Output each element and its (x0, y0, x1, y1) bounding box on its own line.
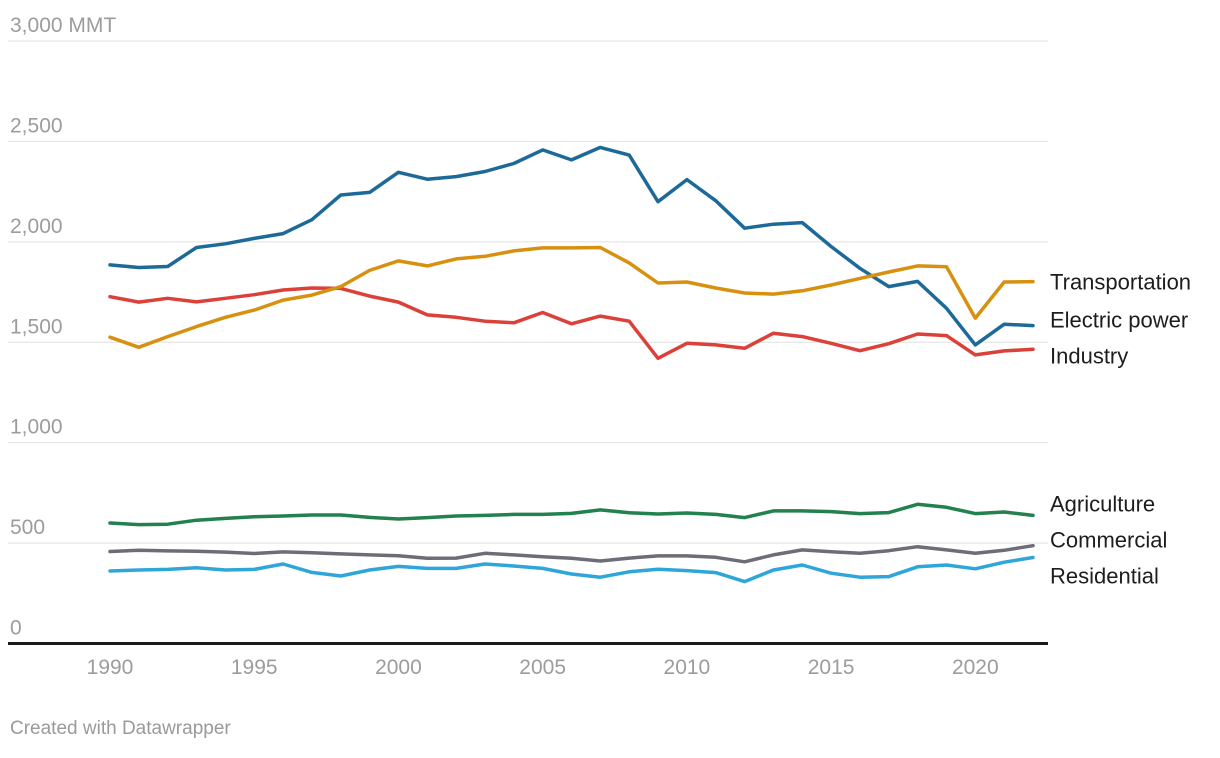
y-tick-label-2500: 2,500 (10, 114, 63, 137)
series-line-industry[interactable] (108, 286, 1035, 361)
x-tick-label-2020: 2020 (952, 656, 999, 679)
series-line-transportation[interactable] (108, 245, 1035, 350)
y-tick-label-1000: 1,000 (10, 416, 63, 439)
series-label-transportation: Transportation (1050, 270, 1191, 295)
y-tick-label-500: 500 (10, 516, 45, 539)
series-line-electric-power[interactable] (108, 145, 1035, 347)
series-label-residential: Residential (1050, 564, 1159, 589)
x-tick-label-2000: 2000 (375, 656, 422, 679)
series-line-commercial[interactable] (108, 543, 1035, 564)
x-tick-label-2010: 2010 (664, 656, 711, 679)
x-tick-label-2005: 2005 (519, 656, 566, 679)
y-tick-label-3000: 3,000 MMT (10, 14, 116, 37)
series-line-agriculture[interactable] (108, 502, 1035, 527)
datawrapper-credit[interactable]: Created with Datawrapper (10, 718, 231, 739)
series-label-electric-power: Electric power (1050, 307, 1188, 332)
x-tick-label-1995: 1995 (231, 656, 278, 679)
y-tick-label-1500: 1,500 (10, 315, 63, 338)
series-label-commercial: Commercial (1050, 528, 1167, 553)
series-label-agriculture: Agriculture (1050, 492, 1155, 517)
y-tick-label-0: 0 (10, 617, 22, 640)
series-line-residential[interactable] (108, 555, 1035, 584)
y-tick-label-2000: 2,000 (10, 215, 63, 238)
series-label-industry: Industry (1050, 343, 1128, 368)
x-tick-label-1990: 1990 (87, 656, 134, 679)
x-tick-label-2015: 2015 (808, 656, 855, 679)
